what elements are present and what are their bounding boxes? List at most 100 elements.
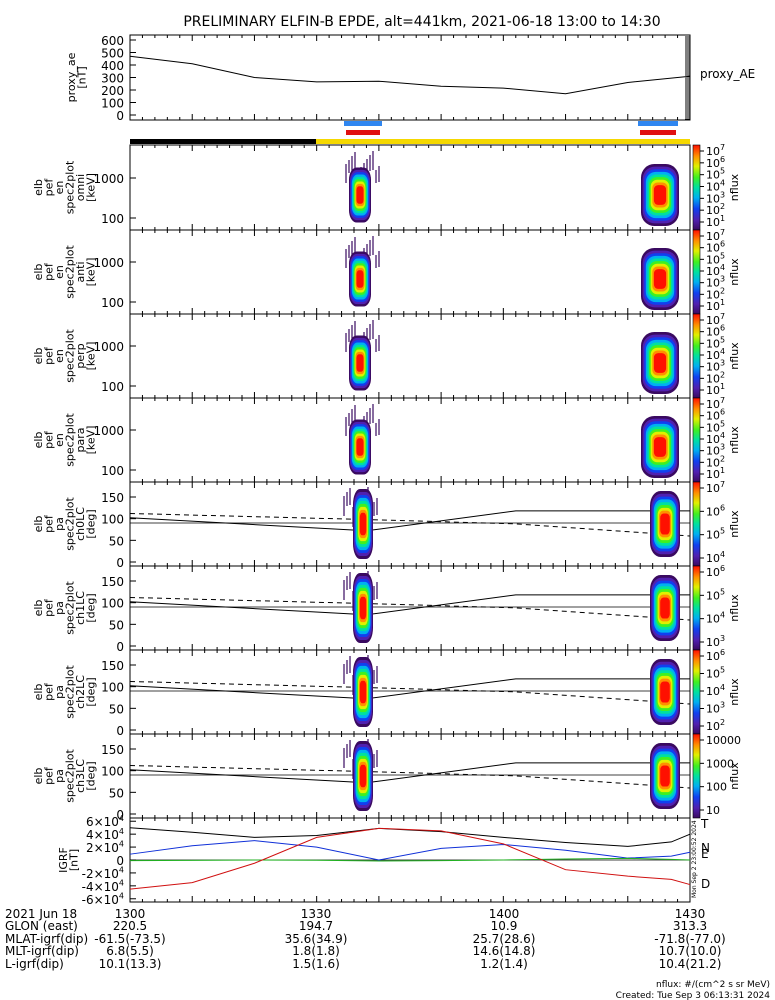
pa-ch1-colorbar-label: 105 [706,587,725,602]
spec-anti-colorbar [692,229,701,315]
ephem-c1-r0: 1330 [301,907,332,921]
proxy-ae-ytick-label: 200 [101,84,124,98]
spec-perp-ylabel-line: pef [42,346,55,365]
spec-perp-zlabel-text: nflux [728,342,741,370]
spec-omni-blob-pass2 [653,185,667,205]
pa-ch1-ytick-label: 0 [116,640,124,654]
state-bars [130,121,690,144]
pass-indicator-blue [344,121,382,126]
pa-ch3-colorbar [692,733,701,819]
proxy-ae-line [129,55,691,95]
pa-ch2-ylabel-line: ch2LC [74,675,87,709]
spec-para-ylabel-line: en [53,433,66,447]
ephem-c3-r4: 10.4(21.2) [659,957,722,971]
igrf-legend-D: D [701,877,710,891]
pa-ch0-blob-pass1 [359,512,367,536]
pa-ch3-ytick-label: 100 [101,765,124,779]
proxy-ae-ytick-label: 600 [101,34,124,48]
igrf-ytick-label: 6×104 [86,814,124,829]
proxy-ae-ylabel: proxy_ae[nT] [65,52,89,102]
ephem-c0-r2: -61.5(-73.5) [94,932,165,946]
spec-para-ytick-label: 1000 [93,424,124,438]
pa-ch3-ylabel-line: ch3LC [74,759,87,793]
pa-ch1-colorbar [692,565,701,651]
spec-omni-blob-pass1 [356,186,364,204]
pass-indicator-red [346,130,380,135]
spec-anti-colorbar-label: 106 [706,240,725,255]
pa-ch1-frame [129,565,691,651]
spec-omni-colorbar-label: 105 [706,167,725,182]
pa-ch3-colorbar-label: 100 [706,781,727,794]
pa-ch1-ylabel-line: ch1LC [74,591,87,625]
pa-ch3-frame [129,733,691,819]
igrf-series-T [129,827,691,847]
spec-para-ylabel-line: [keV] [84,426,97,455]
state-bar-yellow [316,139,690,144]
ephem-label-mlt: MLT-igrf(dip) [5,944,79,958]
spec-omni-colorbar [692,144,701,231]
ephem-c1-r1: 194.7 [299,919,333,933]
pa-ch0-colorbar [692,481,701,567]
pa-ch3-ytick-label: 0 [116,808,124,822]
pa-ch0-frame [129,481,691,567]
ephem-c0-r4: 10.1(13.3) [99,957,162,971]
spec-anti-colorbar-label: 102 [706,286,725,301]
ephem-c1-r3: 1.8(1.8) [292,944,340,958]
spec-para-ytick-label: 100 [101,464,124,478]
ephem-c2-r0: 1400 [489,907,520,921]
pa-ch1-ytick-label: 100 [101,597,124,611]
pa-ch0-ytick-label: 50 [109,534,124,548]
pa-ch0-colorbar-label: 104 [706,550,725,565]
ephem-c2-r2: 25.7(28.6) [473,932,536,946]
spec-omni-zlabel-text: nflux [728,173,741,201]
ephem-c0-r1: 220.5 [113,919,147,933]
spec-perp-ylabel-line: perp [74,343,87,368]
proxy-ae-ylabel-line: [nT] [75,66,88,88]
pa-ch1-ylabel-line: spec2plot [63,581,76,635]
pa-ch0-colorbar-label: 105 [706,527,725,542]
spec-perp-ylabel-line: elb [32,348,45,365]
pa-ch3-blob-pass2 [660,765,670,787]
pa-ch3-blob-pass1 [359,764,367,788]
pa-ch0-blob-pass2 [660,513,670,535]
spec-anti-frame [129,229,691,315]
spec-omni-colorbar-label: 101 [706,214,725,229]
spec-para-ylabel-line: pef [42,430,55,449]
pa-ch0-ytick-label: 150 [101,491,124,505]
spec-para-ylabel-line: spec2plot [63,413,76,467]
ephem-c1-r4: 1.5(1.6) [292,957,340,971]
ephem-c3-r1: 313.3 [673,919,707,933]
spec-omni-ylabel-line: pef [42,178,55,197]
ephemeris-table: 2021 Jun 18 GLON (east) MLAT-igrf(dip) M… [5,907,726,971]
pa-ch2-colorbar-label: 106 [706,648,725,663]
pa-ch2-ytick-label: 50 [109,702,124,716]
pa-ch0-ylabel-line: pa [53,517,66,531]
pa-ch3-colorbar-label: 10000 [706,734,741,747]
spec-perp-blob-pass2 [653,353,667,373]
pa-ch2-ytick-label: 100 [101,681,124,695]
pa-ch2-colorbar [692,649,701,735]
pa-ch3-ylabel-line: spec2plot [63,749,76,803]
plot-title: PRELIMINARY ELFIN-B EPDE, alt=441km, 202… [183,14,660,30]
pa-ch3-ylabel-line: [deg] [84,761,97,790]
pa-ch3-colorbar-label: 1000 [706,757,734,770]
spec-omni-ylabel-line: en [53,181,66,195]
pa-ch2-frame [129,649,691,735]
pa-ch1-blob-pass2 [660,597,670,619]
pa-ch1-ylabel-line: [deg] [84,593,97,622]
proxy-ae-ylabel-line: proxy_ae [65,52,78,102]
spec-perp-colorbar-label: 102 [706,370,725,385]
pa-ch2-colorbar-label: 105 [706,666,725,681]
pa-ch2-blob-pass1 [359,680,367,704]
pa-ch3-zlabel: nflux [728,762,741,790]
spec-omni-ytick-label: 1000 [93,172,124,186]
pa-ch3-colorbar-label: 10 [706,804,720,817]
pa-ch0-ylabel-line: ch0LC [74,507,87,541]
pa-ch0-ytick-label: 0 [116,556,124,570]
ephem-c1-r2: 35.6(34.9) [285,932,348,946]
side-annotation: Mon Sep 2 23:00:52 2024 [691,820,698,898]
igrf-ytick-label: 4×104 [86,827,124,842]
